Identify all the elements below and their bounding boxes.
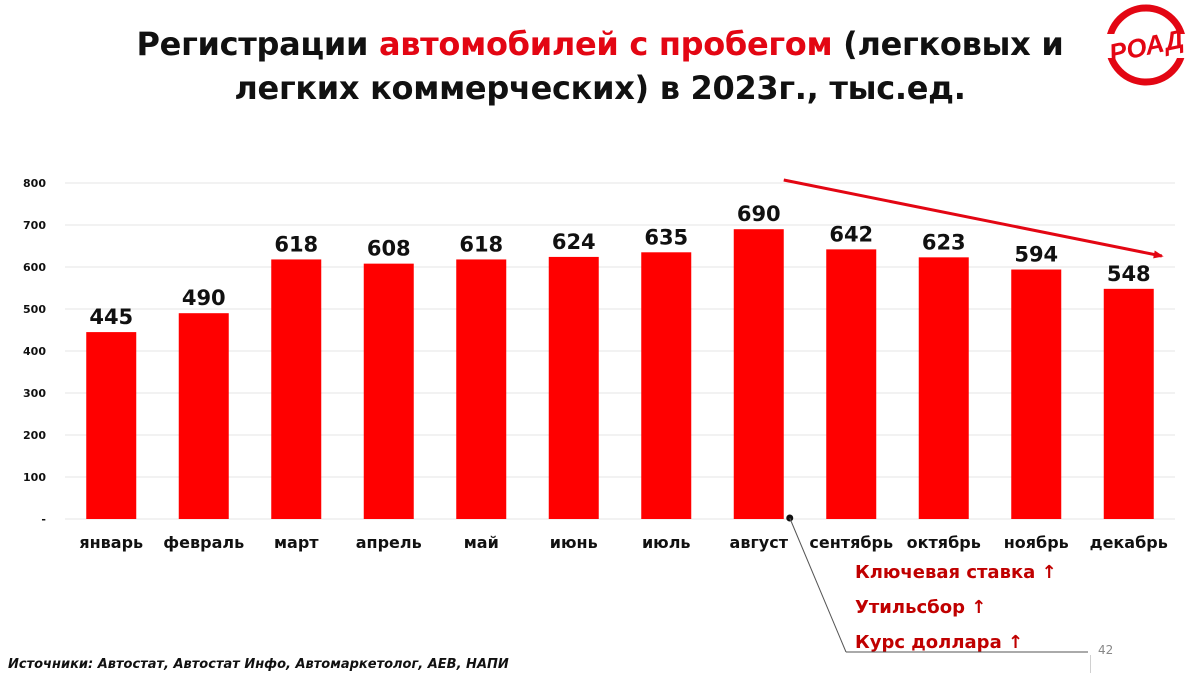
y-tick-label: 400 xyxy=(23,345,46,358)
bar xyxy=(178,313,229,519)
data-label: 623 xyxy=(922,230,966,254)
gridlines xyxy=(65,182,1175,520)
annotations xyxy=(783,178,1164,653)
bar xyxy=(1011,269,1062,519)
chart-title-part-1: Регистрации xyxy=(136,25,379,63)
data-label: 548 xyxy=(1107,262,1151,286)
data-label: 594 xyxy=(1014,243,1058,267)
factor-recycling-fee: Утильсбор ↑ xyxy=(855,597,987,618)
x-tick-label: октябрь xyxy=(907,533,981,552)
x-tick-label: декабрь xyxy=(1090,533,1168,552)
logo-band xyxy=(1100,34,1192,58)
page-number: 42 xyxy=(1098,643,1114,657)
data-label: 618 xyxy=(274,232,318,256)
x-tick-label: февраль xyxy=(163,533,244,552)
bar xyxy=(271,259,322,519)
y-axis-tick-labels: - 100 200 300 400 500 600 700 800 xyxy=(23,177,46,526)
data-label: 618 xyxy=(459,232,503,256)
factor-key-rate: Ключевая ставка ↑ xyxy=(855,562,1057,583)
y-tick-label: 600 xyxy=(23,261,46,274)
data-label: 690 xyxy=(737,202,781,226)
data-label: 642 xyxy=(829,222,873,246)
road-logo: РОАД xyxy=(1100,4,1192,86)
data-label: 608 xyxy=(367,237,411,261)
y-tick-label: 800 xyxy=(23,177,46,190)
data-labels: 445 490 618 608 618 624 635 690 642 623 594 548 xyxy=(89,202,1150,329)
factors-list: Ключевая ставка ↑ Утильсбор ↑ Курс долла… xyxy=(855,562,1057,667)
chart-title-accent: автомобилей с пробегом xyxy=(378,25,833,63)
x-tick-label: май xyxy=(464,533,499,552)
y-tick-label: 100 xyxy=(23,471,46,484)
data-label: 445 xyxy=(89,305,133,329)
bar xyxy=(826,249,877,520)
x-axis-tick-labels: январь февраль март апрель май июнь июль август… xyxy=(79,533,1168,552)
callout-line xyxy=(789,517,847,653)
x-tick-label: январь xyxy=(79,533,143,552)
y-tick-label: 300 xyxy=(23,387,46,400)
chart-title-line-1: Регистрации автомобилей с пробегом (легк… xyxy=(0,22,1200,66)
x-tick-label: сентябрь xyxy=(809,533,893,552)
page-divider xyxy=(1090,655,1091,673)
y-tick-label: 700 xyxy=(23,219,46,232)
factor-dollar-rate: Курс доллара ↑ xyxy=(855,632,1024,653)
data-label: 624 xyxy=(552,230,596,254)
y-tick-label: - xyxy=(41,513,46,526)
y-tick-label: 200 xyxy=(23,429,46,442)
x-tick-label: март xyxy=(274,533,319,552)
data-label: 490 xyxy=(182,286,226,310)
bar xyxy=(733,229,784,519)
chart-title: Регистрации автомобилей с пробегом (легк… xyxy=(0,22,1200,110)
sources-footnote: Источники: Автостат, Автостат Инфо, Авто… xyxy=(8,657,509,672)
trend-arrow xyxy=(783,178,1164,259)
bars xyxy=(86,229,1154,520)
bar xyxy=(641,252,692,520)
bar xyxy=(918,257,969,519)
x-tick-label: август xyxy=(730,533,789,552)
chart-title-line-2: легких коммерческих) в 2023г., тыс.ед. xyxy=(234,69,966,107)
bar xyxy=(86,332,137,519)
bar xyxy=(1103,288,1154,519)
x-tick-label: июль xyxy=(642,533,691,552)
bar xyxy=(548,256,599,519)
y-tick-label: 500 xyxy=(23,303,46,316)
bar xyxy=(456,259,507,519)
chart-title-part-2: (легковых и xyxy=(832,25,1064,63)
x-tick-label: ноябрь xyxy=(1004,533,1069,552)
x-tick-label: июнь xyxy=(550,533,598,552)
x-tick-label: апрель xyxy=(356,533,422,552)
data-label: 635 xyxy=(644,225,688,249)
bar xyxy=(363,263,414,519)
